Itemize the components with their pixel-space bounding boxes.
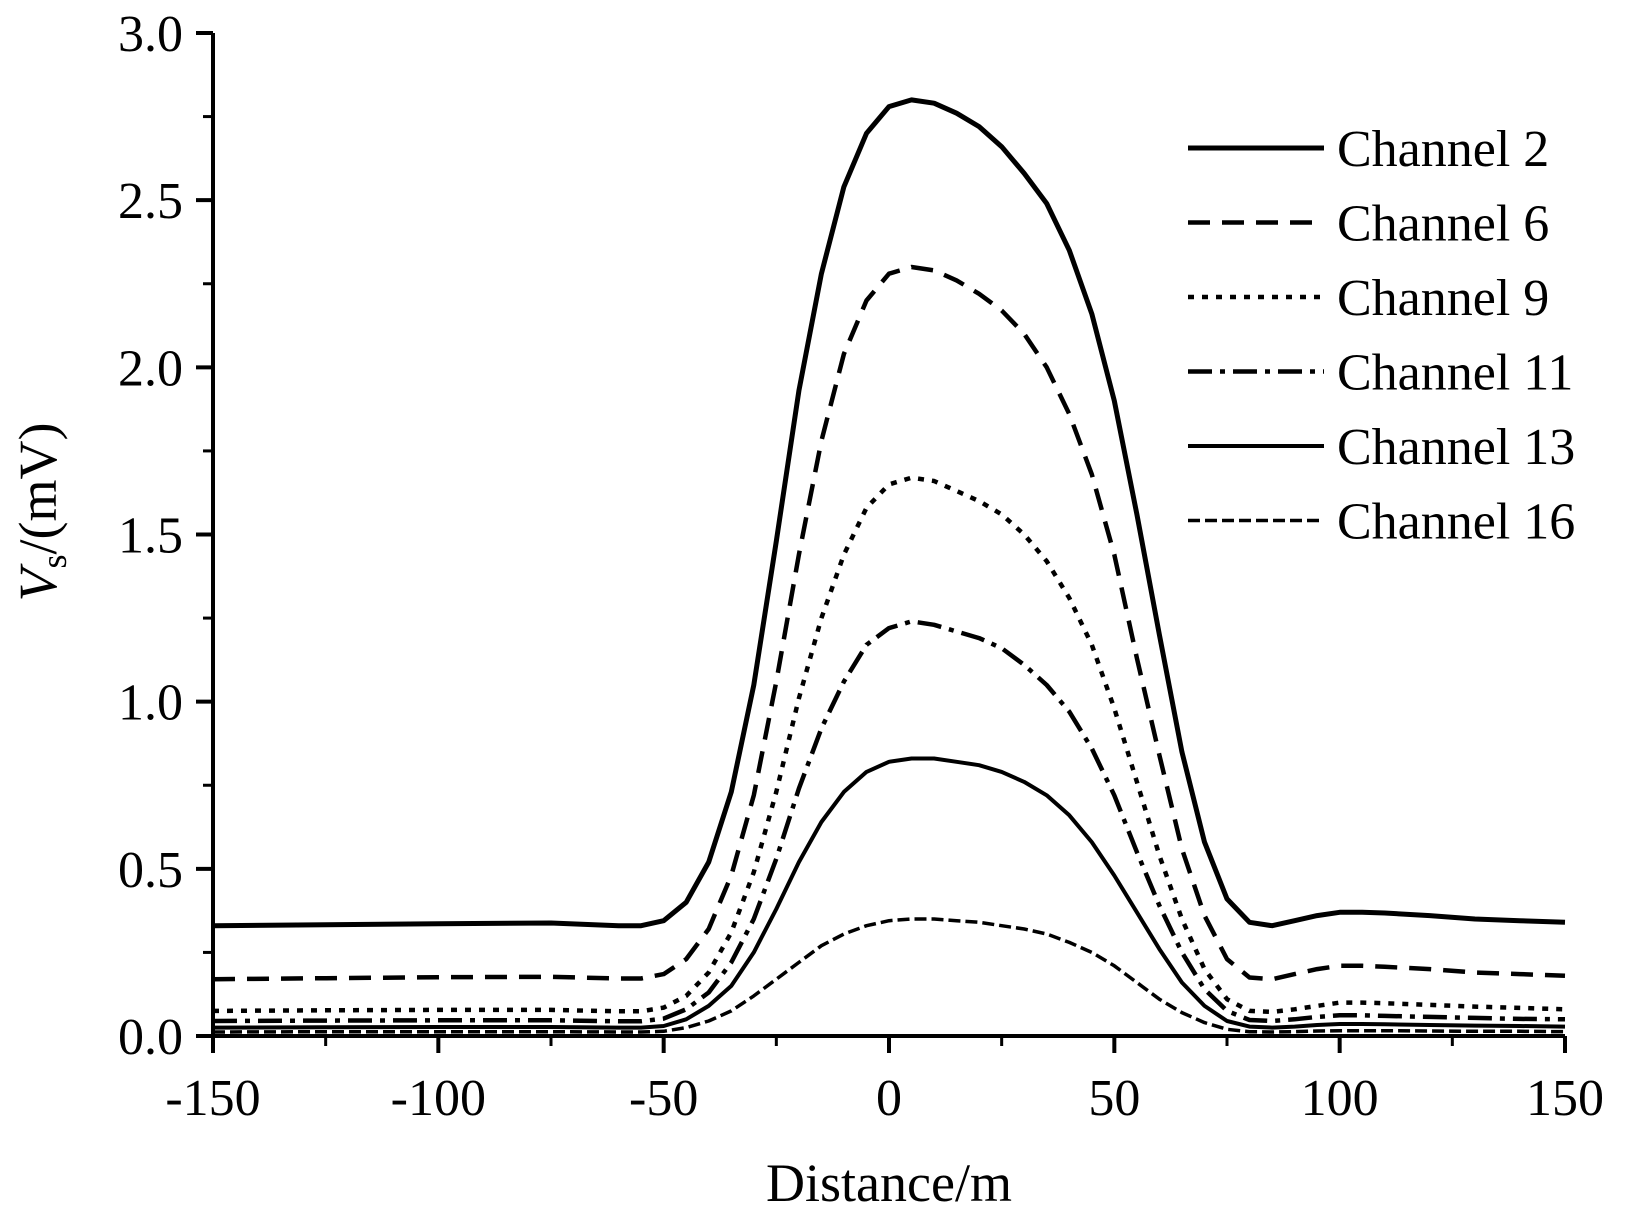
x-tick-label: 0 [876, 1070, 902, 1127]
legend: Channel 2 Channel 6 Channel 9 Channel 11 Cha… [1188, 121, 1575, 551]
legend-label: Channel 2 [1337, 121, 1549, 178]
y-axis-title-main: V [8, 562, 68, 601]
y-tick-label: 0.5 [118, 842, 183, 899]
x-tick-label: 100 [1301, 1070, 1379, 1127]
x-tick-label: -100 [391, 1070, 486, 1127]
y-tick-label: 2.5 [118, 173, 183, 230]
y-axis-title-sub: s [34, 554, 74, 568]
series-lines [212, 97, 1566, 1034]
x-tick-label: -50 [629, 1070, 698, 1127]
y-ticks: 0.0 0.5 1.0 1.5 2.0 2.5 3.0 [118, 6, 213, 1066]
x-axis-title: Distance/m [766, 1153, 1012, 1213]
x-ticks: -150 -100 -50 0 50 100 150 [165, 1036, 1604, 1127]
series-line-1 [212, 97, 1566, 929]
legend-label: Channel 6 [1337, 196, 1549, 253]
y-tick-label: 1.5 [118, 508, 183, 565]
legend-label: Channel 9 [1337, 270, 1549, 327]
series-line-6 [212, 917, 1566, 1034]
x-tick-label: -150 [165, 1070, 260, 1127]
x-tick-label: 50 [1088, 1070, 1140, 1127]
legend-label: Channel 16 [1337, 494, 1575, 551]
series-line-4 [212, 619, 1566, 1024]
series-line-5 [212, 756, 1566, 1030]
y-tick-label: 3.0 [118, 6, 183, 63]
y-tick-label: 1.0 [118, 675, 183, 732]
y-axis-title-suffix: /(mV) [8, 423, 68, 555]
y-tick-label: 0.0 [118, 1009, 183, 1066]
legend-label: Channel 11 [1337, 345, 1573, 402]
series-line-2 [212, 264, 1566, 982]
series-line-3 [212, 475, 1566, 1015]
x-tick-label: 150 [1526, 1070, 1604, 1127]
y-tick-label: 2.0 [118, 340, 183, 397]
y-axis-title: Vs/(mV) [8, 423, 74, 602]
legend-label: Channel 13 [1337, 419, 1575, 476]
